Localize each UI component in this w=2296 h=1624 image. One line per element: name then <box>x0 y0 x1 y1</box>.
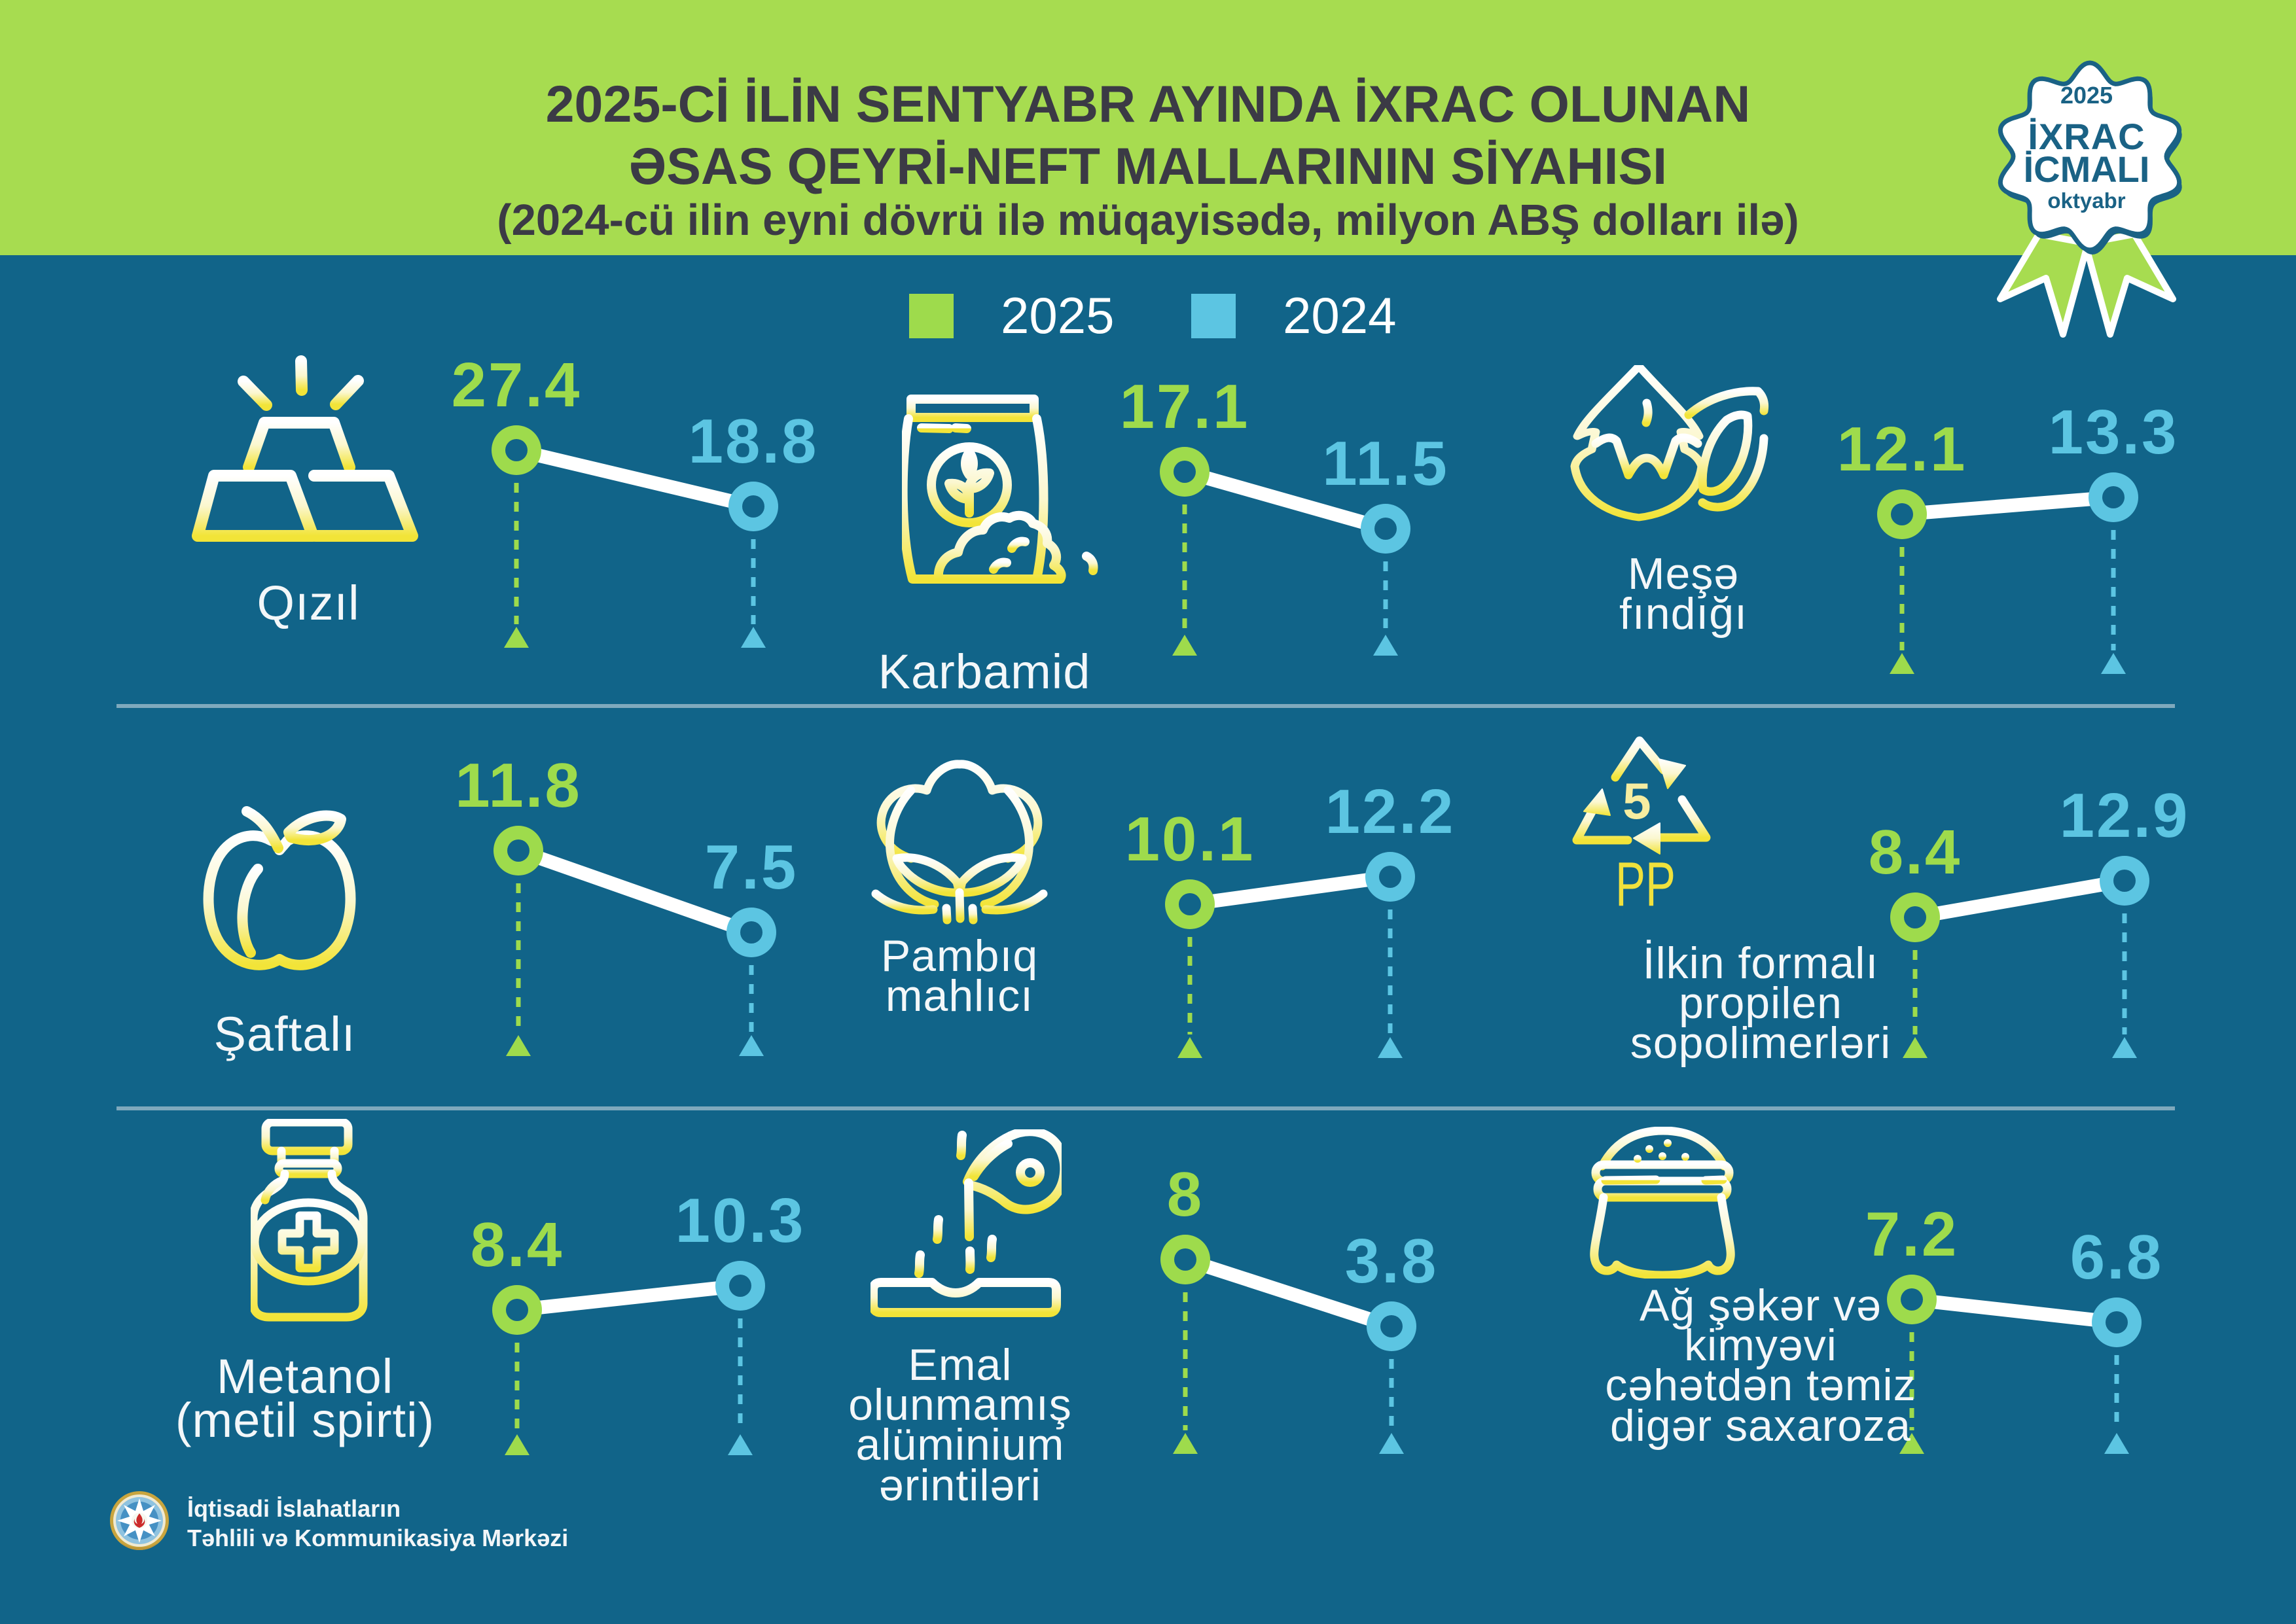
svg-text:5: 5 <box>1623 772 1651 830</box>
svg-text:İCMALI: İCMALI <box>2024 149 2150 190</box>
svg-text:İXRAC: İXRAC <box>2028 116 2145 157</box>
svg-text:2025: 2025 <box>2060 82 2113 109</box>
svg-text:oktyabr: oktyabr <box>2047 188 2125 213</box>
svg-text:PP: PP <box>1615 849 1676 915</box>
